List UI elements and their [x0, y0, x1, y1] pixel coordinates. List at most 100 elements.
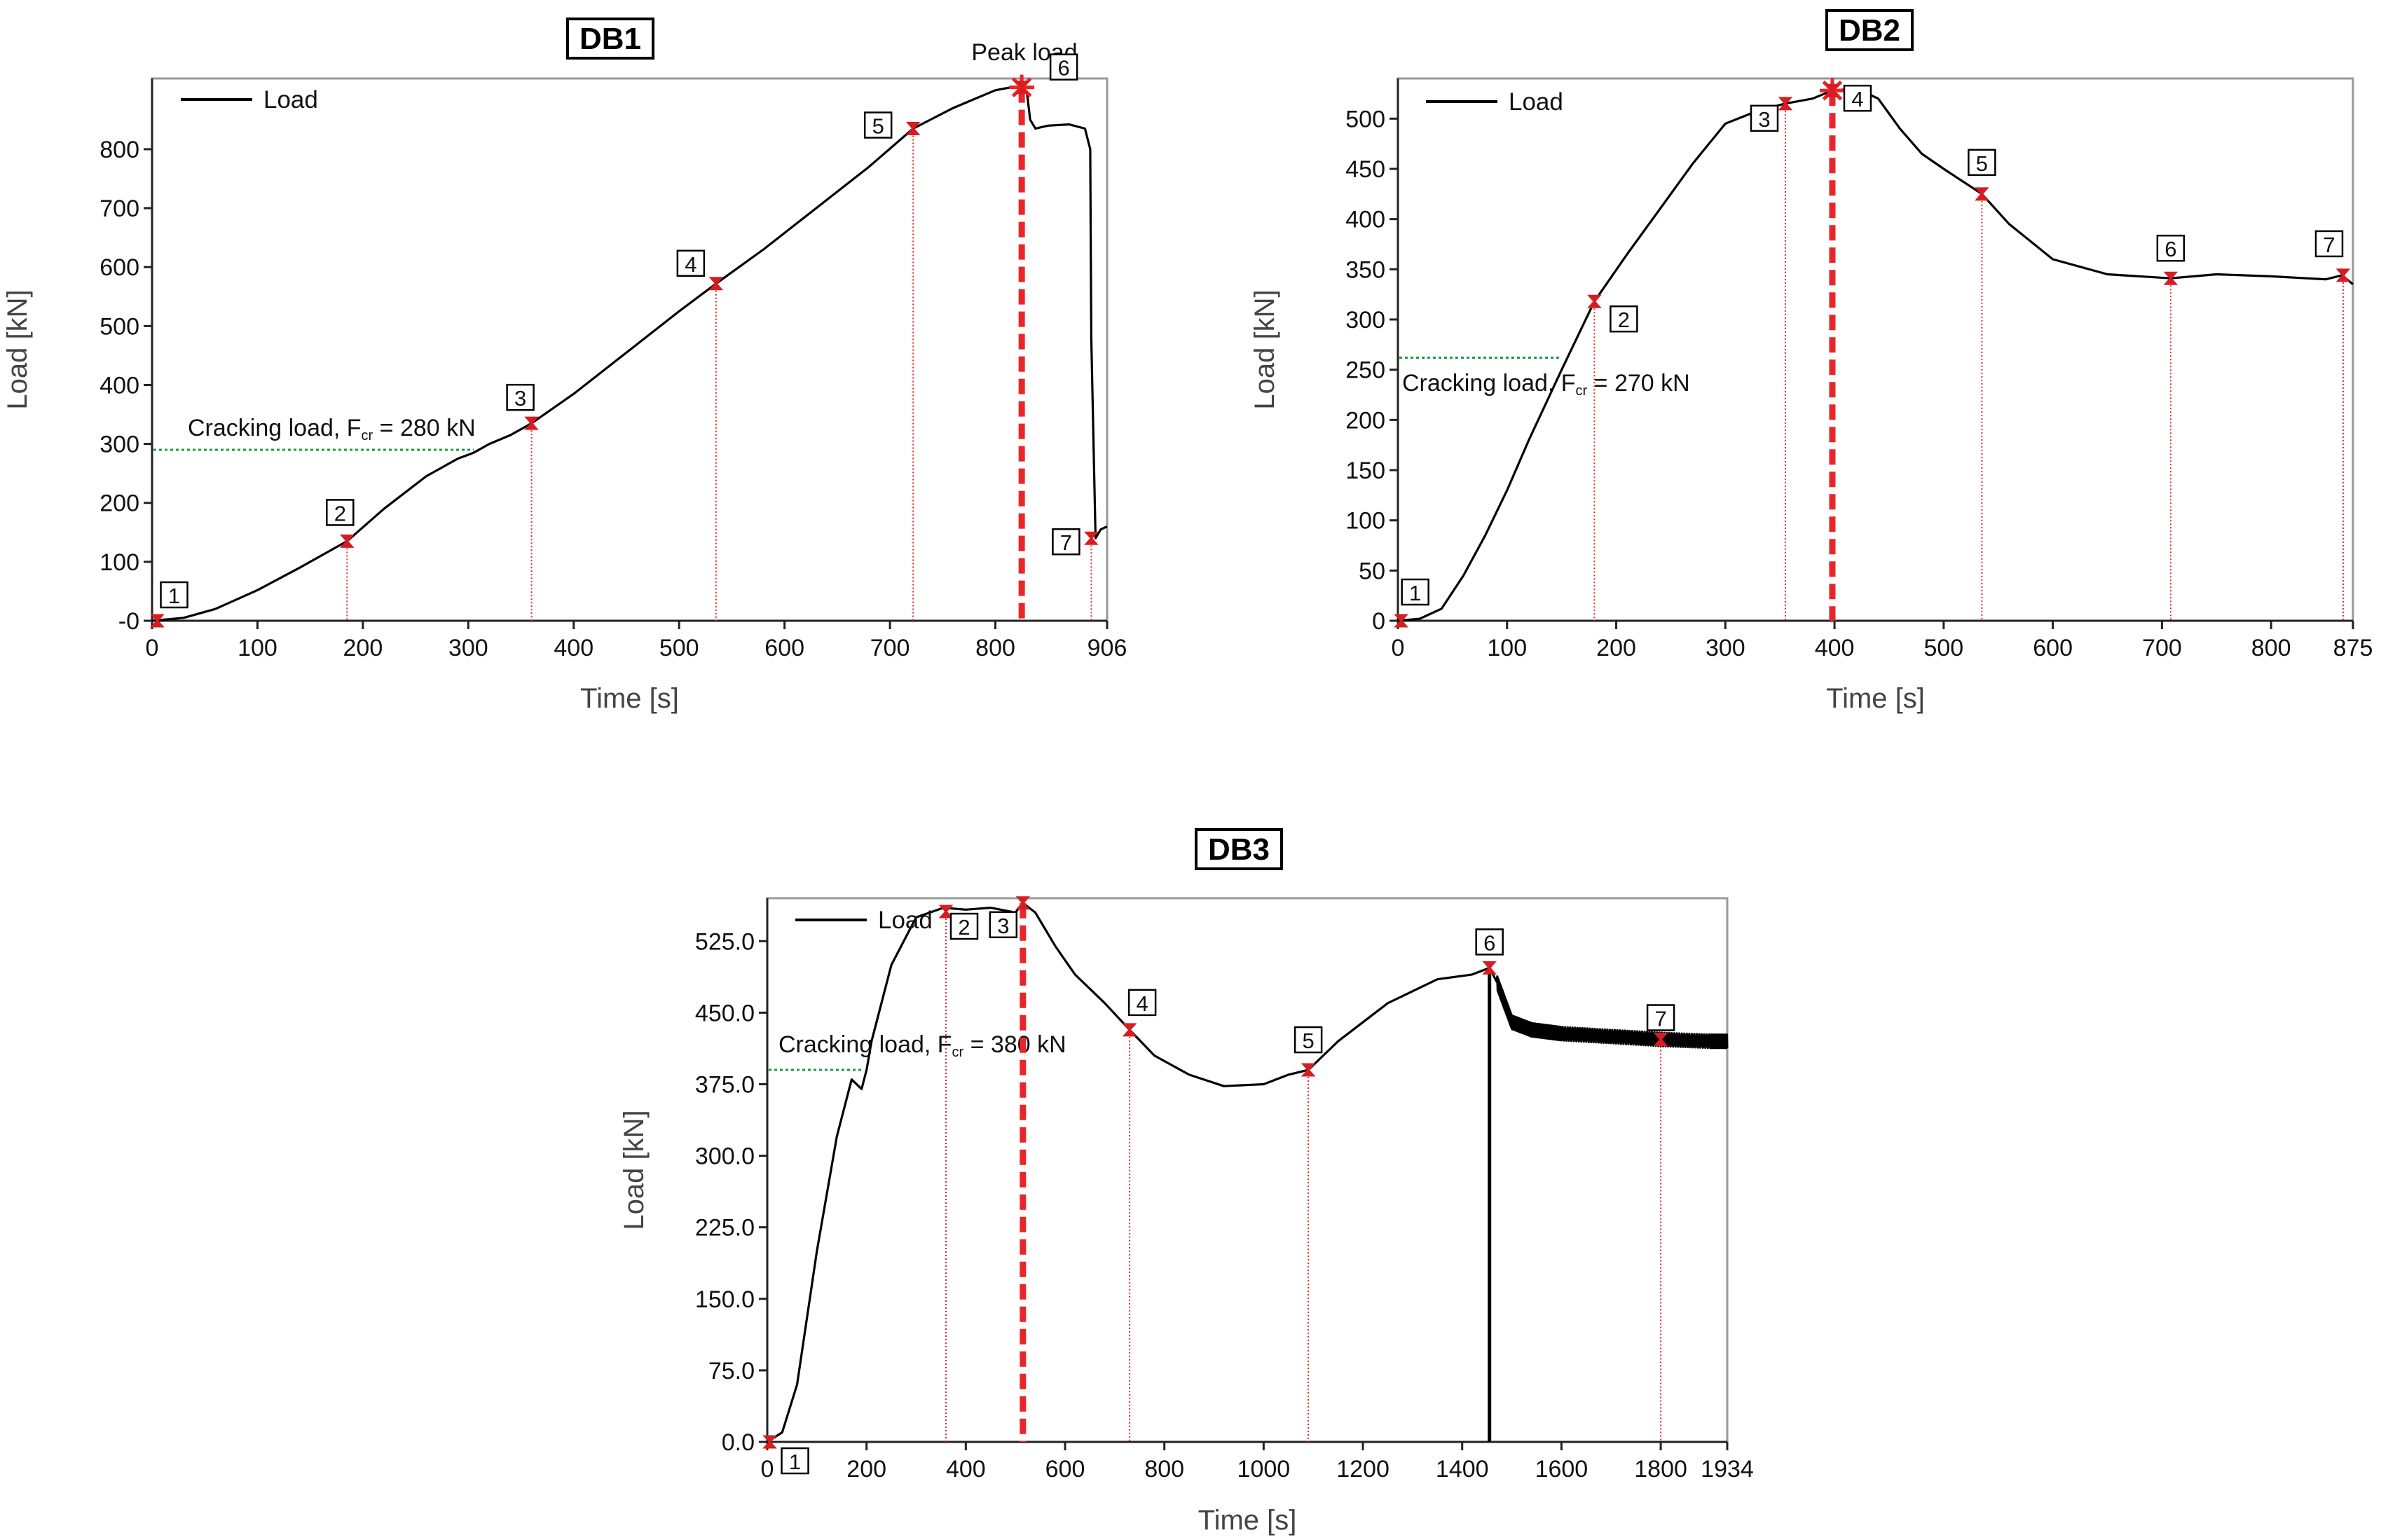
y-tick-label: 50: [1359, 558, 1385, 584]
point-marker-7: [1084, 531, 1099, 545]
y-tick-label: 200: [100, 490, 139, 517]
point-marker-1: [1394, 614, 1408, 628]
x-tick-label: 100: [1487, 635, 1527, 661]
x-axis-label: Time [s]: [1198, 1505, 1297, 1536]
cracking-load-label: Cracking load, Fcr = 280 kN: [188, 415, 476, 444]
point-marker-4: [1825, 83, 1840, 97]
point-marker-5: [905, 122, 921, 136]
y-tick-label: 400: [1345, 207, 1385, 233]
y-tick-label: 375.0: [695, 1071, 755, 1098]
x-tick-label: 1400: [1436, 1456, 1489, 1483]
x-axis-label: Time [s]: [580, 683, 679, 714]
x-tick-label: 1600: [1535, 1456, 1589, 1483]
point-marker-5: [1301, 1063, 1316, 1077]
cracking-load-label: Cracking load, Fcr = 270 kN: [1402, 370, 1690, 399]
y-tick-label: 525.0: [695, 928, 755, 955]
x-tick-label: 400: [554, 635, 593, 661]
cracking-load-label: Cracking load, Fcr = 380 kN: [778, 1031, 1066, 1060]
point-marker-4: [1122, 1023, 1137, 1037]
point-label-6: 6: [1483, 930, 1495, 955]
y-tick-label: 700: [100, 195, 139, 222]
point-label-box-1: [160, 581, 188, 609]
point-label-2: 2: [334, 501, 346, 525]
x-tick-label: 100: [238, 635, 277, 661]
x-tick-label: 875: [2333, 635, 2373, 661]
y-tick-label: 800: [100, 137, 139, 163]
y-tick-label: -0: [118, 608, 139, 635]
chart-title: DB2: [1839, 13, 1900, 48]
x-tick-label: 800: [1144, 1456, 1184, 1483]
point-label-box-7: [1646, 1004, 1675, 1031]
point-marker-5: [1975, 187, 1989, 201]
point-marker-3: [524, 416, 539, 430]
x-tick-label: 1800: [1634, 1456, 1687, 1483]
point-label-box-6: [1475, 928, 1504, 956]
x-tick-label: 800: [2251, 635, 2291, 661]
point-label-3: 3: [514, 386, 526, 411]
point-label-box-1: [781, 1447, 809, 1475]
x-tick-label: 400: [946, 1456, 986, 1483]
x-tick-label: 1934: [1701, 1456, 1754, 1483]
x-tick-label: 200: [343, 635, 383, 661]
y-axis-label: Load [kN]: [619, 1110, 650, 1230]
point-marker-7: [1653, 1032, 1668, 1046]
point-label-2: 2: [958, 915, 970, 940]
y-tick-label: 225.0: [695, 1215, 755, 1242]
x-axis-label: Time [s]: [1826, 683, 1925, 714]
y-tick-label: 100: [1345, 508, 1385, 535]
y-tick-label: 300: [1345, 307, 1385, 334]
point-label-box-4: [676, 249, 706, 277]
x-tick-label: 500: [1923, 635, 1963, 661]
point-label-box-4: [1843, 84, 1872, 112]
point-label-5: 5: [1303, 1029, 1315, 1053]
y-tick-label: 600: [100, 254, 139, 281]
point-marker-6: [1482, 961, 1497, 975]
x-tick-label: 200: [846, 1456, 886, 1483]
y-tick-label: 350: [1345, 256, 1385, 283]
y-axis-label: Load [kN]: [1249, 289, 1280, 409]
y-tick-label: 500: [100, 313, 139, 340]
chart-panel-db3: DB3 0 200 400 600 800 1000 1200 1400 1600 1800 1934…: [619, 828, 1754, 1536]
y-tick-label: 75.0: [708, 1358, 755, 1384]
x-tick-label: 1200: [1336, 1456, 1390, 1483]
point-marker-3: [1778, 97, 1793, 111]
point-marker-3: [1015, 896, 1031, 910]
x-tick-label: 600: [1045, 1456, 1085, 1483]
point-label-3: 3: [1758, 107, 1770, 132]
y-tick-label: 0.0: [722, 1429, 755, 1456]
point-label-box-3: [1750, 104, 1779, 132]
point-label-1: 1: [1409, 581, 1421, 605]
point-marker-7: [2335, 268, 2351, 282]
point-marker-6: [2163, 271, 2178, 285]
y-tick-label: 300: [100, 432, 139, 458]
point-label-box-2: [1610, 305, 1638, 333]
x-tick-label: 700: [870, 635, 910, 661]
y-tick-label: 150.0: [695, 1286, 755, 1313]
x-tick-label: 400: [1815, 635, 1855, 661]
x-tick-label: 0: [146, 635, 159, 661]
x-tick-label: 0: [1392, 635, 1405, 661]
series-line-load: [1397, 87, 2354, 622]
chart-title: DB3: [1208, 832, 1270, 867]
y-tick-label: 400: [100, 372, 139, 399]
x-tick-label: 600: [2033, 635, 2073, 661]
x-tick-label: 800: [975, 635, 1015, 661]
point-marker-2: [938, 905, 954, 919]
point-label-6: 6: [2164, 237, 2176, 261]
point-label-7: 7: [1060, 530, 1072, 555]
point-marker-6: [1014, 81, 1029, 95]
x-tick-label: 1000: [1237, 1456, 1291, 1483]
point-label-box-5: [863, 111, 893, 139]
y-tick-label: 150: [1345, 458, 1385, 484]
x-tick-label: 500: [659, 635, 699, 661]
point-label-box-5: [1968, 149, 1996, 177]
legend-label-load: Load: [263, 86, 318, 114]
chart-title-box: [1825, 9, 1914, 51]
point-label-4: 4: [1136, 991, 1148, 1016]
x-tick-label: 0: [761, 1456, 774, 1483]
legend-label-load: Load: [1509, 88, 1563, 116]
point-label-box-2: [949, 912, 979, 940]
